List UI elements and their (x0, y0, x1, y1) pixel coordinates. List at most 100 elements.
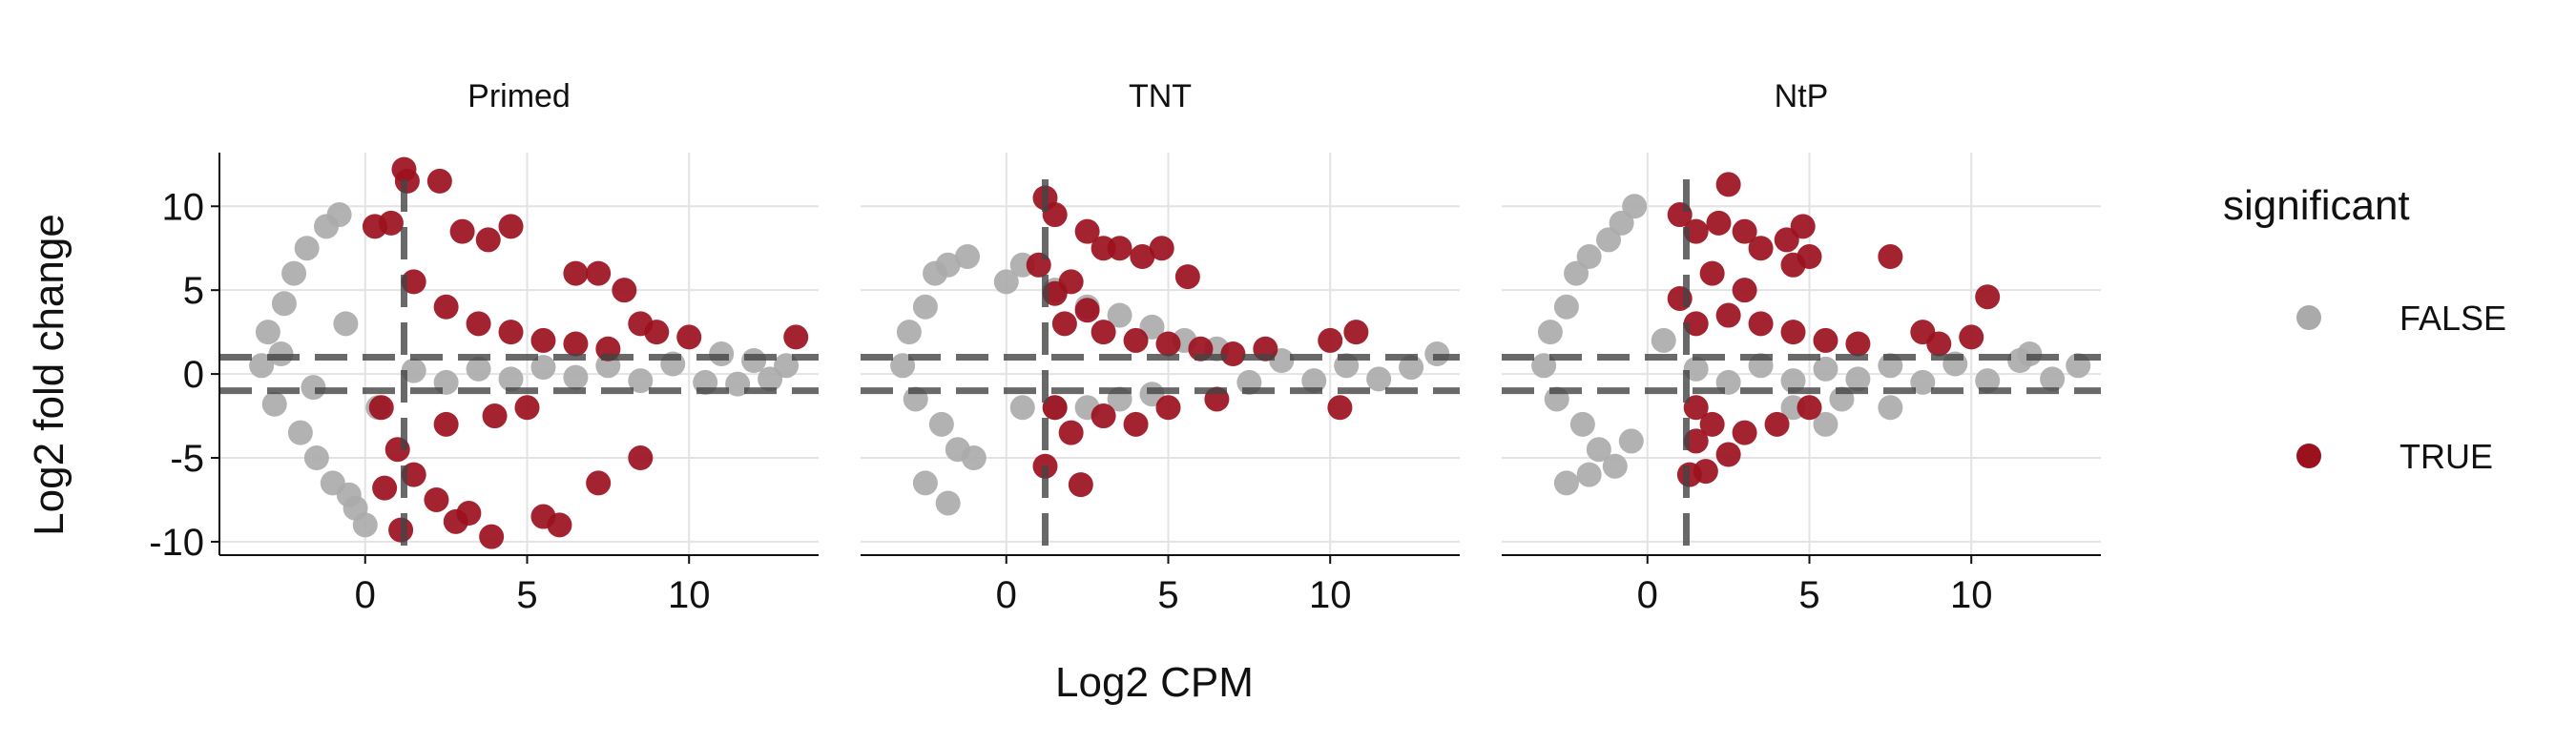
data-point-true (426, 168, 452, 194)
x-tick-label: 0 (1637, 574, 1658, 616)
x-axis-title: Log2 CPM (1055, 659, 1254, 706)
data-point-true (1699, 411, 1725, 437)
facet-title: TNT (1129, 78, 1192, 114)
data-point-false (2017, 341, 2043, 366)
data-point-true (1042, 395, 1068, 421)
data-point-false (628, 368, 654, 394)
data-point-true (644, 320, 670, 345)
data-point-true (1042, 202, 1068, 228)
facet-panel-ntp: NtP 0 5 10 (1502, 78, 2101, 616)
data-point-false (1975, 368, 2001, 394)
data-point-false (1780, 368, 1806, 394)
data-point-true (1220, 341, 1246, 366)
data-point-true (498, 214, 524, 239)
facet-panel-primed: Primed 0 5 10 -10 -5 0 5 10 (149, 78, 819, 616)
data-point-false (401, 358, 426, 383)
data-point-false (912, 294, 938, 320)
data-point-true (1174, 264, 1200, 290)
data-point-true (1975, 284, 2001, 310)
y-tick-label: -5 (170, 438, 204, 480)
data-point-true (456, 501, 482, 527)
data-point-true (530, 327, 556, 353)
data-point-false (725, 371, 751, 397)
data-point-true (1683, 218, 1709, 244)
data-point-true (1732, 218, 1757, 244)
y-tick-label: 5 (183, 270, 204, 312)
data-point-true (1318, 327, 1343, 353)
data-point-true (1058, 420, 1084, 445)
facet-title: NtP (1775, 78, 1829, 114)
data-point-false (1602, 453, 1628, 479)
data-point-false (1878, 395, 1903, 421)
data-point-true (1155, 331, 1181, 357)
facet-panels: Primed 0 5 10 -10 -5 0 5 10 TNT 0 5 10 NtP 0 5 10 (149, 78, 2101, 616)
data-point-true (514, 395, 540, 421)
data-point-true (1683, 395, 1709, 421)
data-point-true (424, 486, 449, 512)
legend-label-true: TRUE (2399, 437, 2493, 476)
legend-label-false: FALSE (2399, 299, 2506, 338)
data-point-false (709, 341, 735, 366)
data-point-false (1569, 411, 1595, 437)
data-point-false (1622, 194, 1648, 219)
y-tick-label: 0 (183, 354, 204, 396)
legend-key-false (2296, 305, 2321, 330)
data-point-false (466, 356, 491, 382)
data-point-false (563, 364, 589, 390)
data-point-true (1042, 280, 1068, 306)
x-tick-label: 5 (1798, 574, 1819, 616)
data-point-true (563, 331, 589, 357)
y-tick-label: -10 (149, 522, 204, 564)
data-point-false (1399, 355, 1424, 381)
data-point-false (530, 355, 556, 381)
legend-key-true (2296, 444, 2321, 468)
data-point-true (433, 294, 459, 320)
data-point-true (612, 278, 637, 303)
data-point-false (1609, 210, 1634, 236)
data-point-true (482, 403, 508, 429)
data-point-true (1327, 395, 1353, 421)
data-point-true (1845, 331, 1871, 357)
data-point-true (475, 227, 501, 253)
data-point-false (1576, 462, 1602, 487)
facet-title: Primed (467, 78, 571, 114)
data-point-false (261, 391, 287, 417)
data-point-false (287, 420, 313, 445)
legend-entry-false: FALSE (2296, 299, 2506, 338)
data-point-true (1706, 210, 1732, 236)
data-point-true (1074, 298, 1100, 323)
data-point-false (993, 269, 1019, 295)
data-point-true (586, 470, 612, 496)
data-point-true (1926, 331, 1952, 357)
data-point-false (1564, 260, 1589, 286)
x-tick-label: 10 (668, 574, 711, 616)
data-point-true (676, 324, 702, 350)
data-point-false (1553, 470, 1579, 496)
data-point-true (628, 445, 654, 471)
x-tick-label: 0 (355, 574, 376, 616)
data-point-true (1123, 327, 1149, 353)
data-point-true (1715, 302, 1741, 328)
data-point-false (352, 512, 378, 538)
data-point-false (1813, 411, 1839, 437)
data-point-true (466, 311, 491, 337)
data-point-false (326, 202, 352, 228)
data-point-true (1051, 311, 1077, 337)
data-point-false (955, 244, 981, 270)
x-tick-label: 0 (996, 574, 1017, 616)
data-point-true (1715, 442, 1741, 467)
data-point-true (1732, 420, 1757, 445)
data-point-false (1553, 294, 1579, 320)
data-point-false (1537, 320, 1563, 345)
x-tick-label: 5 (1157, 574, 1178, 616)
data-point-true (372, 475, 398, 501)
data-point-false (1596, 227, 1622, 253)
data-point-false (1424, 341, 1450, 366)
data-point-true (1091, 403, 1116, 429)
data-point-false (1651, 327, 1676, 353)
data-point-true (1068, 472, 1093, 498)
data-point-true (1155, 395, 1181, 421)
data-point-false (928, 411, 954, 437)
data-point-true (1715, 172, 1741, 197)
